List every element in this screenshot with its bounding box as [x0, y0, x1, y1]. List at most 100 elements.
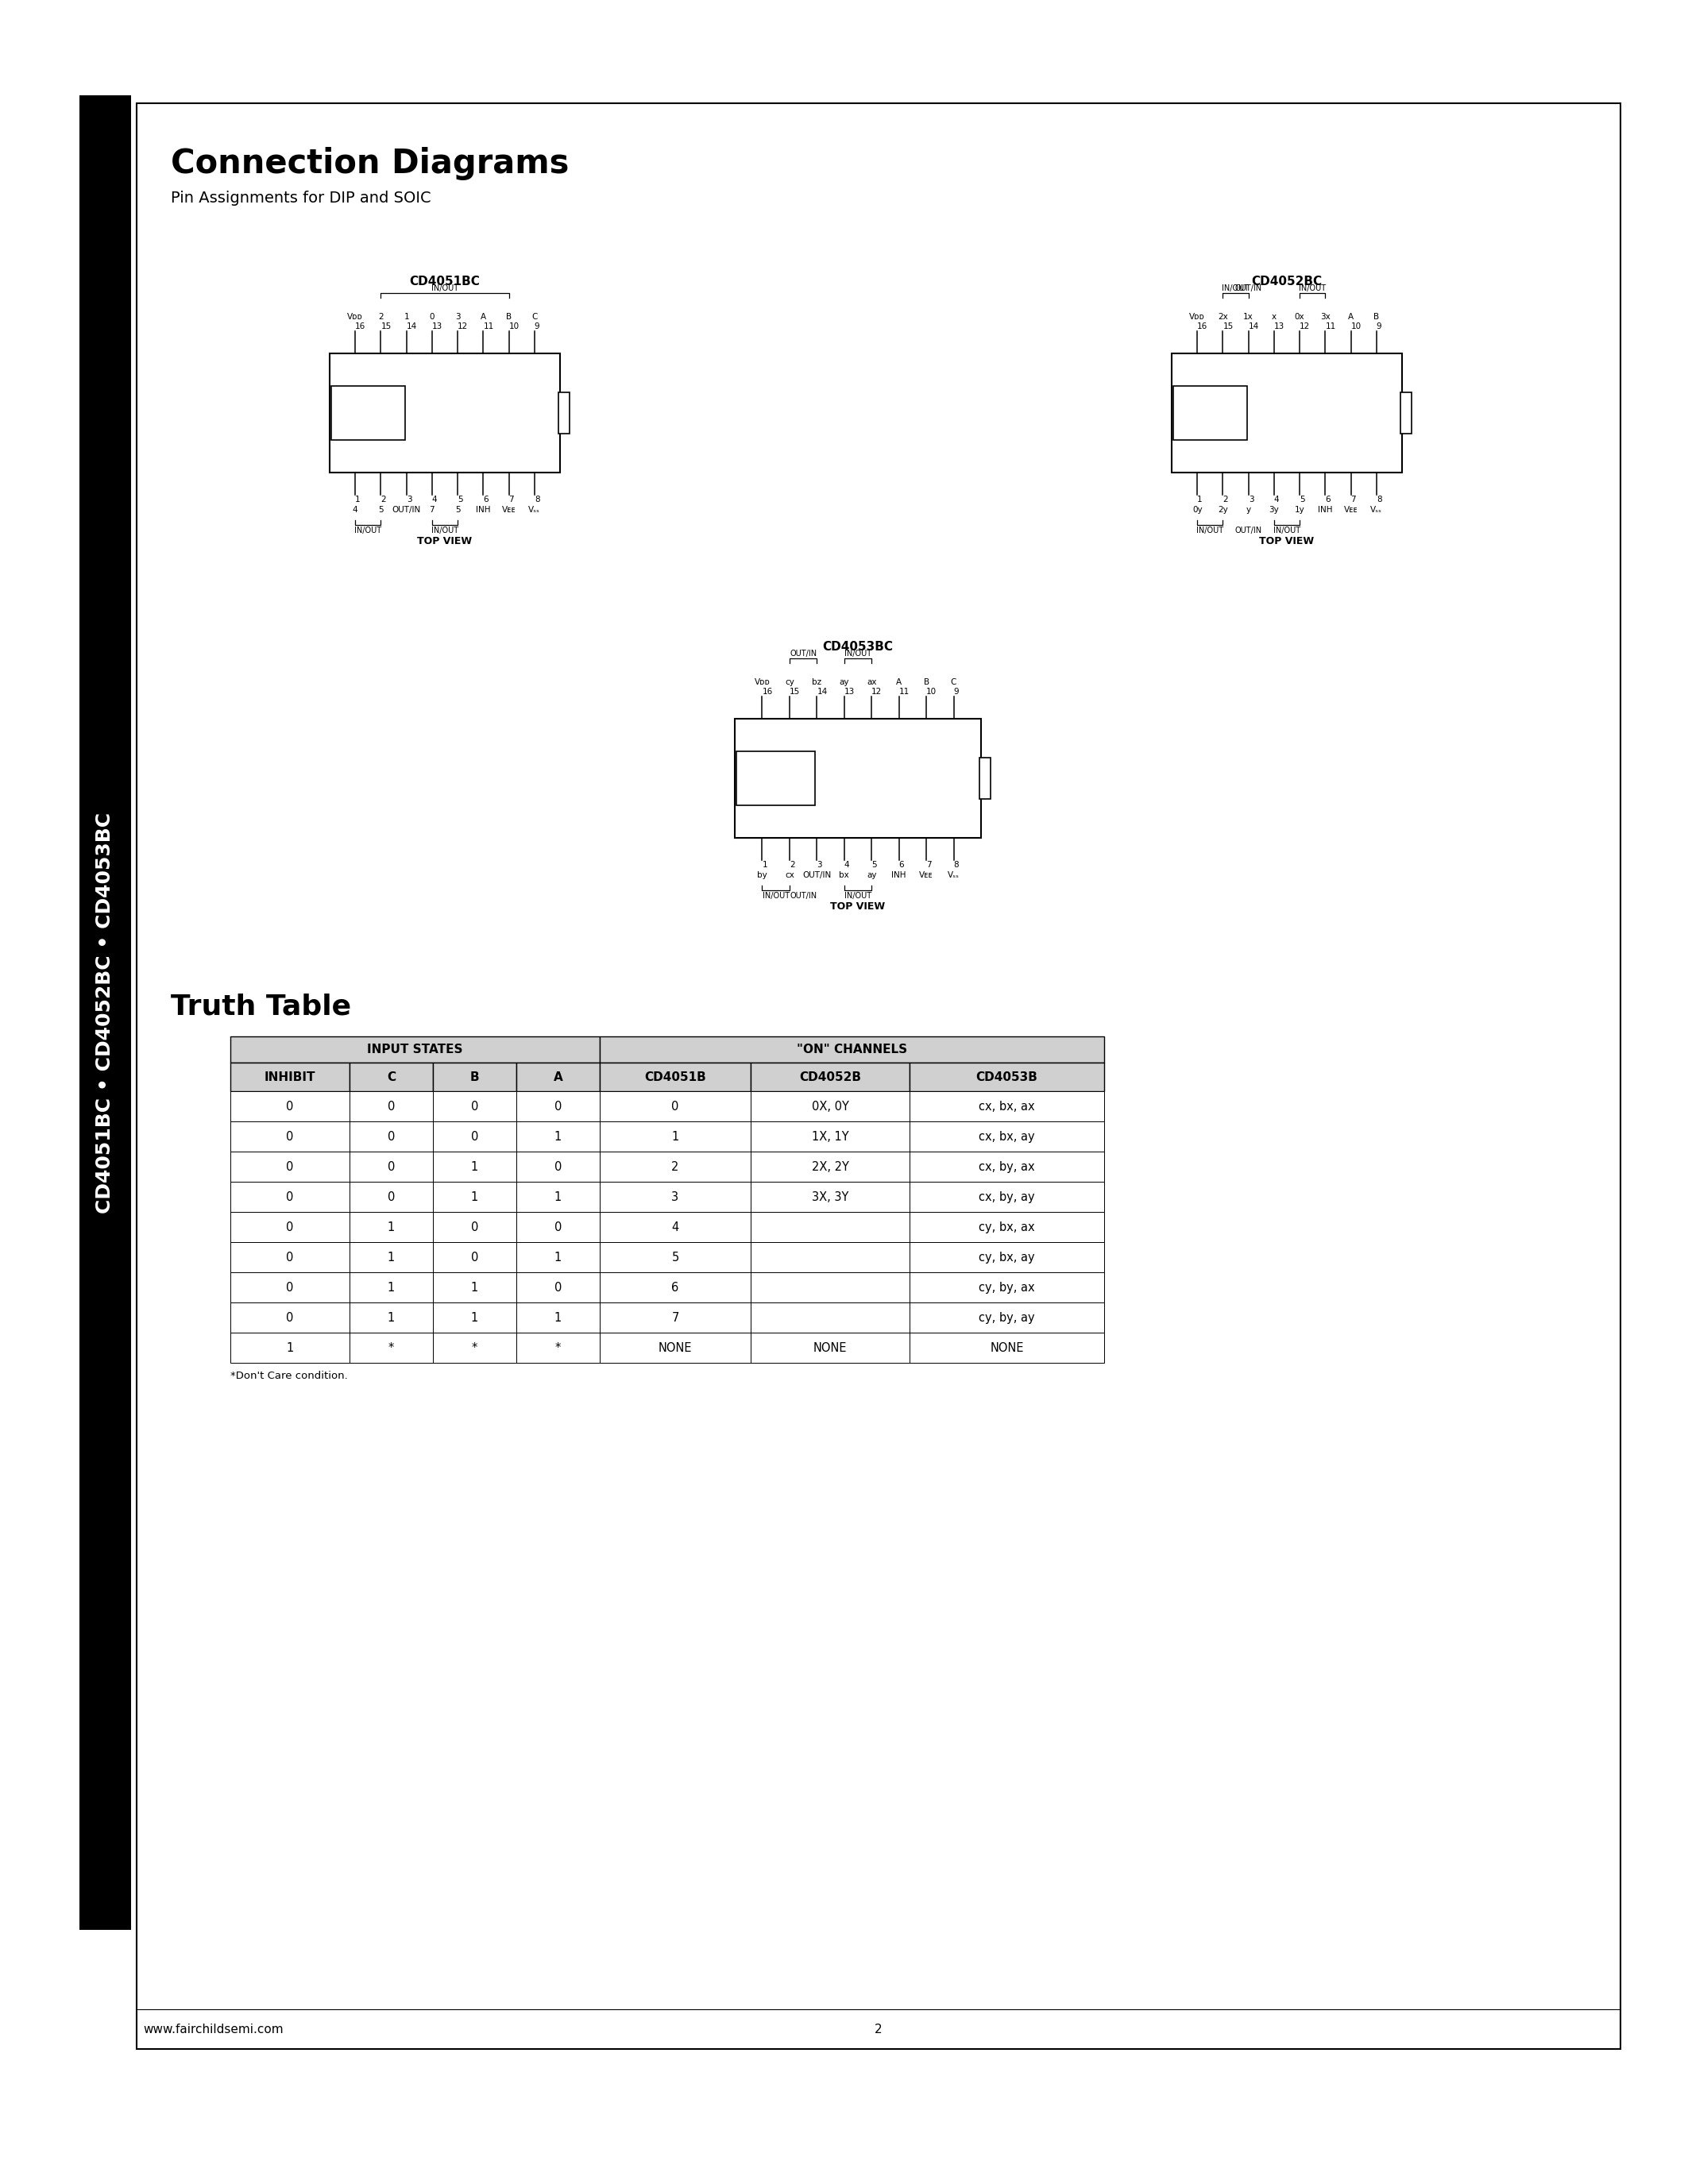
Text: 1y: 1y — [1295, 507, 1305, 513]
Bar — [599, 1212, 751, 1243]
Text: TOP VIEW: TOP VIEW — [830, 902, 885, 911]
Text: 0: 0 — [287, 1190, 294, 1203]
Text: CD4053B: CD4053B — [976, 1070, 1038, 1083]
Bar — [1173, 387, 1247, 439]
Bar — [349, 1273, 432, 1302]
Text: INPUT STATES: INPUT STATES — [368, 1044, 463, 1055]
Text: ay: ay — [839, 679, 849, 686]
Text: 1: 1 — [388, 1282, 395, 1293]
Bar — [751, 1151, 910, 1182]
Bar — [230, 1182, 349, 1212]
Text: 3X, 3Y: 3X, 3Y — [812, 1190, 849, 1203]
Text: 8: 8 — [1376, 496, 1382, 505]
Text: 2: 2 — [381, 496, 387, 505]
Text: 2: 2 — [378, 312, 383, 321]
Text: 0: 0 — [287, 1160, 294, 1173]
Text: 13: 13 — [1274, 323, 1285, 330]
Bar — [432, 1273, 517, 1302]
Text: A: A — [481, 312, 486, 321]
Text: 1: 1 — [354, 496, 361, 505]
Text: C: C — [387, 1070, 395, 1083]
Bar — [517, 1120, 599, 1151]
Text: 0: 0 — [471, 1101, 478, 1112]
Text: 15: 15 — [1222, 323, 1234, 330]
Text: IN/OUT: IN/OUT — [1298, 284, 1327, 293]
Bar — [751, 1064, 910, 1092]
Text: IN/OUT: IN/OUT — [1222, 284, 1249, 293]
Text: 10: 10 — [508, 323, 520, 330]
Bar — [349, 1151, 432, 1182]
Text: ax: ax — [866, 679, 876, 686]
Bar — [432, 1243, 517, 1273]
Bar — [599, 1302, 751, 1332]
Text: 8: 8 — [535, 496, 540, 505]
Text: 0: 0 — [672, 1101, 679, 1112]
Bar — [599, 1243, 751, 1273]
Bar — [230, 1151, 349, 1182]
Text: 2y: 2y — [1217, 507, 1227, 513]
Text: 2: 2 — [874, 2025, 883, 2035]
Bar — [137, 103, 1620, 2049]
Text: cy: cy — [785, 679, 795, 686]
Text: IN/OUT: IN/OUT — [844, 891, 871, 900]
Text: 2: 2 — [790, 860, 795, 869]
Bar — [230, 1064, 349, 1092]
Text: 1: 1 — [388, 1313, 395, 1324]
Text: bx: bx — [839, 871, 849, 880]
Text: IN/OUT: IN/OUT — [844, 649, 871, 657]
Bar — [349, 1064, 432, 1092]
Bar — [329, 354, 560, 472]
Bar — [432, 1182, 517, 1212]
Text: 0: 0 — [287, 1251, 294, 1262]
Bar — [910, 1243, 1104, 1273]
Text: cx, by, ax: cx, by, ax — [979, 1160, 1035, 1173]
Text: IN/OUT: IN/OUT — [432, 526, 459, 535]
Text: cy, by, ax: cy, by, ax — [979, 1282, 1035, 1293]
Text: bz: bz — [812, 679, 822, 686]
Bar — [1401, 393, 1411, 435]
Text: 16: 16 — [354, 323, 366, 330]
Text: 2: 2 — [672, 1160, 679, 1173]
Bar — [432, 1092, 517, 1120]
Text: 0: 0 — [388, 1101, 395, 1112]
Bar — [734, 719, 981, 839]
Text: Pin Assignments for DIP and SOIC: Pin Assignments for DIP and SOIC — [170, 190, 430, 205]
Bar — [432, 1302, 517, 1332]
Text: 3x: 3x — [1320, 312, 1330, 321]
Text: 3: 3 — [1249, 496, 1254, 505]
Text: CD4051BC: CD4051BC — [410, 275, 479, 288]
Text: 1: 1 — [287, 1341, 294, 1354]
Bar — [559, 393, 569, 435]
Text: 1: 1 — [471, 1282, 478, 1293]
Text: *: * — [388, 1341, 395, 1354]
Text: cy, bx, ay: cy, bx, ay — [979, 1251, 1035, 1262]
Text: 5: 5 — [871, 860, 876, 869]
Bar — [230, 1212, 349, 1243]
Bar — [517, 1212, 599, 1243]
Bar — [599, 1120, 751, 1151]
Text: 5: 5 — [456, 507, 461, 513]
Bar — [910, 1302, 1104, 1332]
Text: 0: 0 — [554, 1101, 562, 1112]
Text: 3: 3 — [407, 496, 412, 505]
Text: 6: 6 — [672, 1282, 679, 1293]
Bar — [910, 1182, 1104, 1212]
Text: 0: 0 — [471, 1131, 478, 1142]
Text: 1X, 1Y: 1X, 1Y — [812, 1131, 849, 1142]
Text: 0: 0 — [388, 1160, 395, 1173]
Bar — [910, 1212, 1104, 1243]
Text: 0y: 0y — [1192, 507, 1202, 513]
Bar — [910, 1151, 1104, 1182]
Text: 11: 11 — [900, 688, 910, 697]
Bar — [517, 1273, 599, 1302]
Bar — [432, 1120, 517, 1151]
Text: 1: 1 — [471, 1160, 478, 1173]
Bar — [599, 1273, 751, 1302]
Bar — [230, 1273, 349, 1302]
Text: 9: 9 — [535, 323, 540, 330]
Text: NONE: NONE — [989, 1341, 1023, 1354]
Text: B: B — [923, 679, 928, 686]
Text: 13: 13 — [432, 323, 442, 330]
Text: CD4052B: CD4052B — [798, 1070, 861, 1083]
Text: 9: 9 — [1376, 323, 1382, 330]
